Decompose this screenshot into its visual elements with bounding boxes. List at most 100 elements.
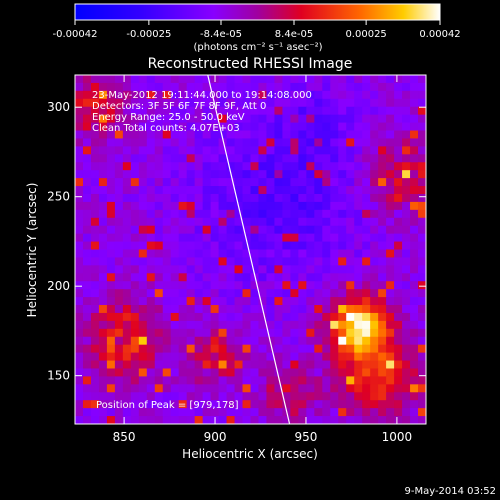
heatmap-cell [122, 217, 132, 227]
heatmap-cell [106, 217, 116, 227]
heatmap-cell [114, 336, 124, 346]
heatmap-cell [258, 209, 268, 219]
heatmap-cell [106, 209, 116, 219]
heatmap-cell [338, 336, 347, 346]
heatmap-cell [90, 281, 100, 290]
heatmap-cell [354, 257, 363, 266]
heatmap-cell [178, 352, 188, 362]
heatmap-cell [410, 98, 419, 108]
heatmap-cell [210, 193, 220, 203]
heatmap-cell [394, 368, 403, 378]
heatmap-cell [146, 265, 156, 274]
heatmap-cell [178, 265, 188, 274]
heatmap-cell [210, 186, 220, 195]
heatmap-cell [370, 360, 379, 370]
heatmap-cell [202, 178, 212, 187]
heatmap-cell [242, 408, 252, 417]
heatmap-cell [410, 146, 419, 155]
heatmap-cell [170, 289, 180, 298]
heatmap-cell [378, 122, 387, 132]
heatmap-cell [242, 273, 252, 282]
heatmap-cell [186, 90, 196, 100]
heatmap-cell [418, 193, 426, 203]
heatmap-cell [338, 178, 347, 187]
heatmap-cell [282, 344, 291, 354]
heatmap-cell [418, 75, 426, 84]
heatmap-cell [322, 336, 331, 346]
heatmap-cell [402, 328, 411, 338]
heatmap-cell [218, 122, 228, 132]
heatmap-cell [298, 408, 307, 417]
heatmap-cell [170, 336, 180, 346]
heatmap-cell [282, 336, 291, 346]
heatmap-cell [306, 273, 315, 282]
heatmap-cell [250, 392, 260, 401]
heatmap-cell [306, 320, 315, 330]
heatmap-cell [362, 138, 371, 147]
heatmap-cell [242, 90, 252, 100]
heatmap-cell [242, 154, 252, 163]
heatmap-cell [122, 305, 132, 314]
heatmap-cell [170, 360, 180, 370]
heatmap-cell [346, 376, 355, 385]
heatmap-cell [194, 265, 204, 274]
heatmap-cell [138, 138, 148, 147]
heatmap-cell [354, 201, 363, 211]
heatmap-cell [394, 138, 403, 147]
heatmap-cell [75, 154, 84, 163]
heatmap-cell [106, 75, 116, 84]
heatmap-cell [258, 217, 268, 227]
heatmap-cell [274, 241, 284, 251]
heatmap-cell [234, 384, 244, 393]
heatmap-cell [282, 360, 291, 370]
heatmap-cell [130, 328, 140, 338]
heatmap-cell [338, 392, 347, 401]
heatmap-cell [386, 416, 395, 424]
heatmap-cell [378, 289, 387, 298]
heatmap-cell [402, 122, 411, 132]
heatmap-cell [106, 233, 116, 243]
heatmap-cell [290, 217, 299, 227]
heatmap-cell [202, 344, 212, 354]
heatmap-cell [330, 384, 339, 393]
heatmap-cell [82, 416, 92, 424]
heatmap-cell [410, 360, 419, 370]
heatmap-cell [202, 320, 212, 330]
heatmap-cell [170, 209, 180, 219]
heatmap-cell [258, 162, 268, 171]
heatmap-cell [154, 265, 164, 274]
heatmap-cell [162, 114, 172, 124]
heatmap-cell [370, 281, 379, 290]
heatmap-cell [298, 241, 307, 251]
heatmap-cell [210, 257, 220, 266]
heatmap-cell [154, 75, 164, 84]
heatmap-cell [226, 384, 236, 393]
heatmap-cell [346, 75, 355, 84]
heatmap-cell [90, 384, 100, 393]
heatmap-cell [402, 297, 411, 306]
heatmap-cell [362, 178, 371, 187]
heatmap-cell [122, 241, 132, 251]
heatmap-cell [122, 360, 132, 370]
heatmap-cell [242, 186, 252, 195]
heatmap-cell [194, 273, 204, 282]
heatmap-cell [154, 114, 164, 124]
heatmap-cell [178, 289, 188, 298]
heatmap-cell [210, 384, 220, 393]
heatmap-cell [378, 217, 387, 227]
heatmap-cell [266, 360, 276, 370]
heatmap-cell [226, 281, 236, 290]
heatmap-cell [354, 297, 363, 306]
heatmap-cell [186, 122, 196, 132]
heatmap-cell [242, 75, 252, 84]
heatmap-cell [194, 186, 204, 195]
heatmap-cell [114, 305, 124, 314]
heatmap-cell [114, 98, 124, 108]
heatmap-cell [282, 138, 291, 147]
heatmap-cell [322, 305, 331, 314]
heatmap-cell [250, 186, 260, 195]
heatmap-cell [338, 170, 347, 179]
heatmap-cell [194, 368, 204, 378]
heatmap-cell [314, 257, 323, 266]
heatmap-cell [282, 249, 291, 259]
